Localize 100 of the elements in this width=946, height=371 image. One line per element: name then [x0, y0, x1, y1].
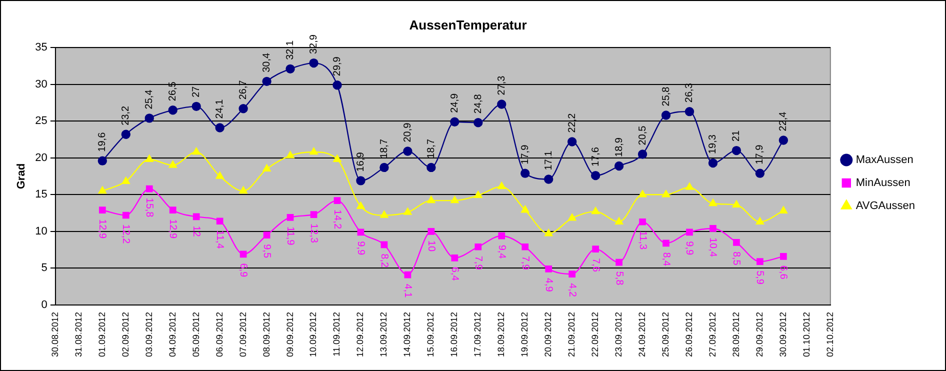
point [733, 239, 740, 246]
data-label: 30,4 [262, 52, 273, 72]
data-label: 5,8 [613, 271, 624, 286]
point [639, 218, 646, 226]
data-label: 14,2 [331, 210, 342, 230]
y-tick-label: 25 [35, 115, 48, 128]
point [146, 185, 153, 192]
x-tick-label: 01.09.2012 [96, 312, 107, 358]
point [357, 228, 364, 236]
data-label: 17,9 [520, 144, 531, 164]
point [262, 164, 271, 172]
y-axis-title: Grad [16, 163, 28, 190]
point [545, 266, 552, 272]
point [521, 206, 530, 213]
x-tick-label: 08.09.2012 [261, 312, 272, 358]
x-tick-label: 19.09.2012 [520, 312, 530, 358]
point [98, 206, 106, 214]
point [638, 190, 647, 198]
point [780, 253, 787, 260]
x-tick-label: 18.09.2012 [496, 312, 506, 358]
y-tick-label: 15 [35, 188, 48, 201]
x-tick-label: 30.08.2012 [50, 312, 60, 358]
point [216, 218, 224, 225]
point [662, 190, 670, 198]
x-tick-label: 05.09.2012 [190, 312, 201, 358]
point [238, 104, 248, 114]
point [380, 162, 389, 172]
data-label: 12,9 [167, 219, 178, 240]
x-tick-label: 31.08.2012 [73, 312, 84, 358]
point [192, 147, 200, 155]
x-tick-label: 01.10.2012 [801, 312, 812, 358]
data-label: 11,3 [636, 230, 648, 250]
point [474, 118, 483, 128]
data-label: 9,4 [496, 244, 507, 260]
data-label: 19,6 [97, 132, 108, 152]
point [451, 254, 458, 262]
data-label: 18,9 [614, 137, 625, 157]
data-label: 21 [731, 130, 742, 142]
point [310, 211, 318, 218]
y-tick-label: 20 [35, 152, 48, 164]
point [614, 161, 624, 171]
data-label: 9,9 [684, 241, 695, 256]
point [544, 174, 554, 184]
data-label: 20,5 [637, 125, 648, 146]
x-tick-label: 04.09.2012 [167, 312, 178, 358]
data-label: 29,9 [332, 56, 343, 76]
x-tick-label: 12.09.2012 [355, 312, 366, 358]
point [638, 150, 648, 159]
point [332, 80, 342, 90]
point [685, 182, 694, 190]
point [169, 206, 176, 214]
point [121, 130, 130, 139]
point [145, 154, 154, 162]
x-tick-label: 15.09.2012 [426, 312, 436, 358]
x-tick-label: 09.09.2012 [284, 312, 295, 358]
point [192, 102, 201, 112]
point [616, 258, 622, 266]
point [309, 58, 318, 68]
legend-label: MinAussen [856, 177, 910, 190]
data-label: 17,9 [754, 144, 766, 164]
data-label: 9,9 [354, 241, 366, 256]
x-tick-label: 24.09.2012 [637, 312, 648, 358]
point [333, 154, 342, 162]
y-tick-label: 30 [35, 78, 48, 90]
point [568, 270, 576, 278]
data-label: 19,3 [708, 134, 719, 154]
point [474, 190, 482, 198]
point [708, 198, 718, 206]
point [710, 225, 716, 232]
point [239, 186, 248, 194]
point [756, 217, 764, 224]
point [498, 232, 506, 240]
data-label: 18,7 [426, 138, 437, 158]
data-label: 6,6 [778, 265, 789, 280]
data-label: 11,4 [214, 230, 226, 250]
data-label: 22,2 [566, 112, 578, 133]
data-label: 6,9 [238, 263, 249, 278]
data-label: 24,8 [472, 94, 484, 114]
point [192, 213, 200, 220]
data-label: 15,8 [144, 198, 155, 218]
data-label: 24,9 [449, 92, 460, 113]
point [98, 186, 106, 194]
data-label: 10,4 [707, 237, 718, 258]
point [684, 106, 694, 116]
x-tick-label: 28.09.2012 [730, 312, 741, 358]
point [522, 243, 529, 250]
y-tick-label: 10 [35, 225, 48, 238]
point [732, 146, 742, 156]
point [590, 170, 600, 180]
data-label: 16,9 [355, 152, 366, 172]
data-label: 27,3 [496, 75, 508, 96]
data-label: 6,4 [448, 266, 460, 282]
point [426, 162, 436, 172]
data-label: 7,6 [590, 258, 601, 272]
point [755, 168, 765, 178]
data-label: 8,2 [378, 254, 390, 268]
data-label: 8,5 [730, 251, 742, 266]
point [122, 212, 130, 219]
x-tick-label: 21.09.2012 [566, 312, 577, 358]
point [168, 160, 177, 168]
